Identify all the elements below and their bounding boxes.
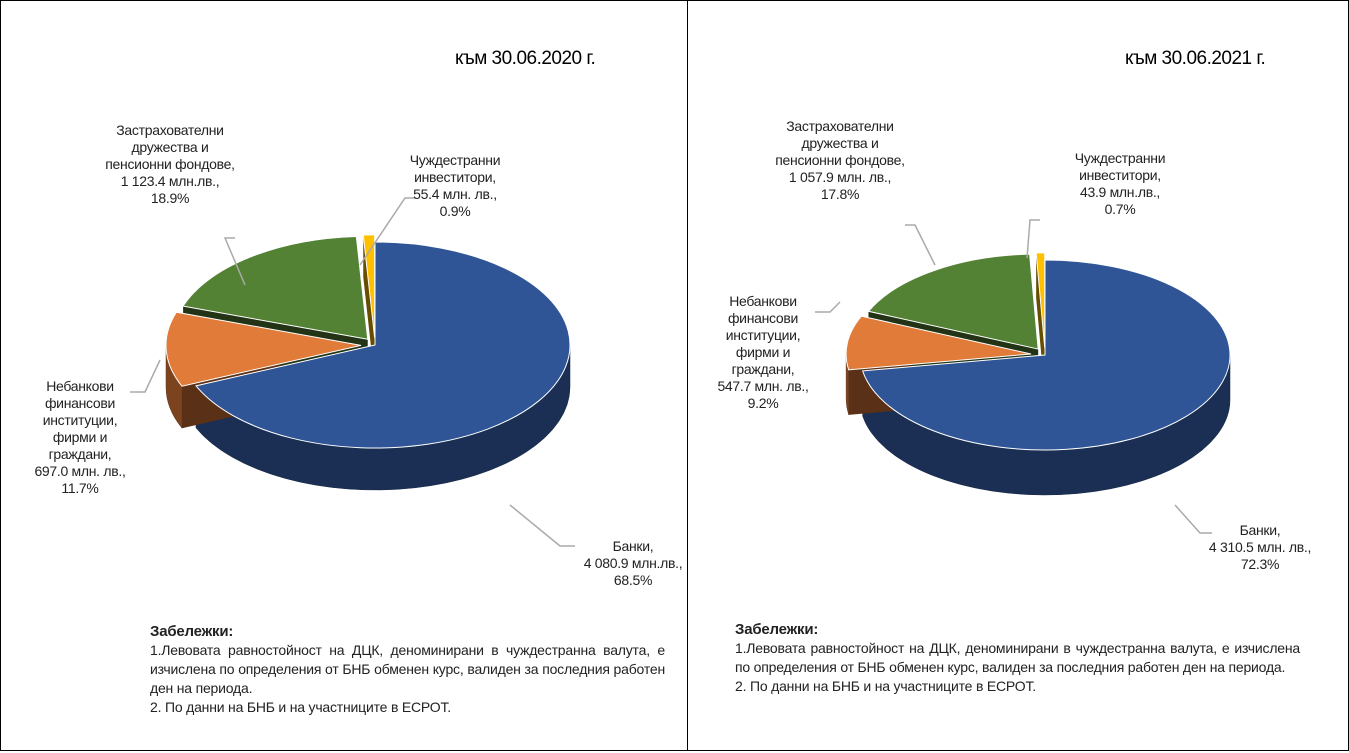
- category-label: Застрахователни дружества и пенсионни фо…: [105, 122, 235, 172]
- leader-line: [905, 224, 936, 266]
- note: 1.Левовата равностойност на ДЦК, деномин…: [735, 640, 1300, 675]
- leader-line: [509, 504, 575, 547]
- notes-title: Забележки:: [735, 621, 819, 638]
- note: 1.Левовата равностойност на ДЦК, деномин…: [150, 642, 665, 696]
- data-label: Банки, 4 080.9 млн.лв., 68.5%: [568, 538, 698, 589]
- chart-title: към 30.06.2020 г.: [455, 48, 596, 69]
- leader-line: [1026, 219, 1040, 259]
- slice: [845, 315, 1032, 371]
- slice: [1035, 252, 1046, 348]
- percent-label: 17.8%: [820, 186, 860, 202]
- percent-label: 11.7%: [61, 480, 99, 496]
- slice: [182, 235, 369, 340]
- leader-line: [223, 237, 246, 286]
- category-label: Застрахователни дружества и пенсионни фо…: [775, 118, 905, 168]
- value-label: 55.4 млн. лв.,: [413, 186, 497, 202]
- leader-line: [815, 301, 841, 313]
- value-label: 1 057.9 млн. лв.,: [788, 169, 892, 185]
- percent-label: 0.9%: [439, 203, 471, 219]
- slice: [861, 259, 1231, 451]
- slice: [362, 234, 376, 338]
- leader-line: [1174, 504, 1212, 534]
- percent-label: 68.5%: [613, 572, 653, 588]
- value-label: 4 310.5 млн. лв.,: [1208, 539, 1312, 555]
- slice-cut: [363, 234, 375, 380]
- data-label: Чуждестранни инвеститори, 55.4 млн. лв., 0…: [395, 152, 515, 220]
- note: 2. По данни на БНБ и на участниците в ЕС…: [735, 678, 1036, 694]
- category-label: Чуждестранни инвеститори,: [1074, 150, 1166, 183]
- slice: [195, 241, 571, 449]
- data-label: Застрахователни дружества и пенсионни фо…: [770, 118, 910, 203]
- value-label: 697.0 млн. лв.,: [34, 463, 126, 479]
- data-label: Чуждестранни инвеститори, 43.9 млн.лв., 0.…: [1060, 150, 1180, 218]
- value-label: 4 080.9 млн.лв.,: [583, 555, 683, 571]
- percent-label: 18.9%: [150, 190, 190, 206]
- data-label: Небанкови финансови институции, фирми и …: [25, 378, 135, 497]
- category-label: Небанкови финансови институции, фирми и …: [42, 378, 118, 462]
- data-label: Застрахователни дружества и пенсионни фо…: [100, 122, 240, 207]
- notes: Забележки: 1.Левовата равностойност на ДЦ…: [735, 620, 1300, 696]
- category-label: Банки,: [1239, 522, 1281, 538]
- value-label: 1 123.4 млн.лв.,: [120, 173, 220, 189]
- percent-label: 72.3%: [1240, 556, 1280, 572]
- value-label: 43.9 млн.лв.,: [1079, 184, 1161, 200]
- category-label: Чуждестранни инвеститори,: [409, 152, 501, 185]
- percent-label: 0.7%: [1104, 201, 1136, 217]
- leader-line: [130, 359, 161, 393]
- notes-title: Забележки:: [150, 623, 234, 640]
- category-label: Банки,: [612, 538, 654, 554]
- slice: [867, 253, 1039, 350]
- leader-line: [359, 197, 415, 266]
- notes: Забележки: 1.Левовата равностойност на ДЦ…: [150, 622, 665, 717]
- category-label: Небанкови финансови институции, фирми и …: [725, 293, 801, 377]
- note: 2. По данни на БНБ и на участниците в ЕС…: [150, 699, 451, 715]
- chart-title: към 30.06.2021 г.: [1125, 48, 1266, 69]
- value-label: 547.7 млн. лв.,: [717, 378, 809, 394]
- data-label: Небанкови финансови институции, фирми и …: [708, 293, 818, 412]
- percent-label: 9.2%: [747, 395, 779, 411]
- data-label: Банки, 4 310.5 млн. лв., 72.3%: [1195, 522, 1325, 573]
- slice: [165, 311, 362, 387]
